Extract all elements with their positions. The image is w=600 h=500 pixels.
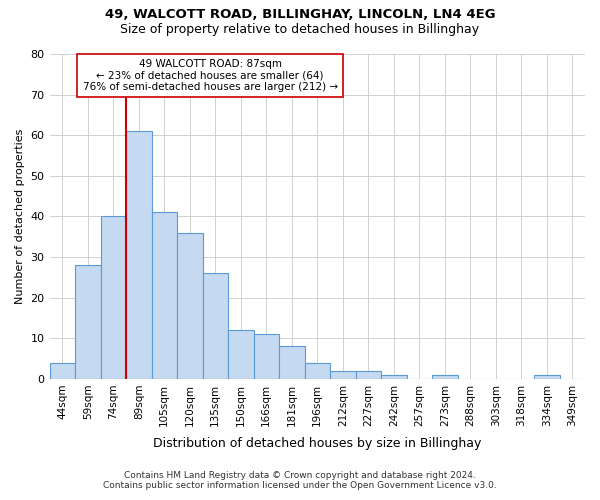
Bar bbox=[305, 362, 330, 379]
Bar bbox=[228, 330, 254, 379]
Bar bbox=[381, 375, 407, 379]
Bar bbox=[279, 346, 305, 379]
Bar bbox=[432, 375, 458, 379]
Y-axis label: Number of detached properties: Number of detached properties bbox=[15, 129, 25, 304]
Bar bbox=[534, 375, 560, 379]
Bar bbox=[203, 274, 228, 379]
Bar bbox=[152, 212, 177, 379]
Bar bbox=[50, 362, 75, 379]
Text: 49, WALCOTT ROAD, BILLINGHAY, LINCOLN, LN4 4EG: 49, WALCOTT ROAD, BILLINGHAY, LINCOLN, L… bbox=[104, 8, 496, 20]
Bar bbox=[75, 265, 101, 379]
Bar bbox=[126, 131, 152, 379]
Text: 49 WALCOTT ROAD: 87sqm
← 23% of detached houses are smaller (64)
76% of semi-det: 49 WALCOTT ROAD: 87sqm ← 23% of detached… bbox=[83, 59, 338, 92]
Bar bbox=[254, 334, 279, 379]
Text: Size of property relative to detached houses in Billinghay: Size of property relative to detached ho… bbox=[121, 22, 479, 36]
Text: Contains HM Land Registry data © Crown copyright and database right 2024.
Contai: Contains HM Land Registry data © Crown c… bbox=[103, 470, 497, 490]
Bar bbox=[177, 232, 203, 379]
X-axis label: Distribution of detached houses by size in Billinghay: Distribution of detached houses by size … bbox=[153, 437, 481, 450]
Bar bbox=[356, 371, 381, 379]
Bar bbox=[101, 216, 126, 379]
Bar bbox=[330, 371, 356, 379]
